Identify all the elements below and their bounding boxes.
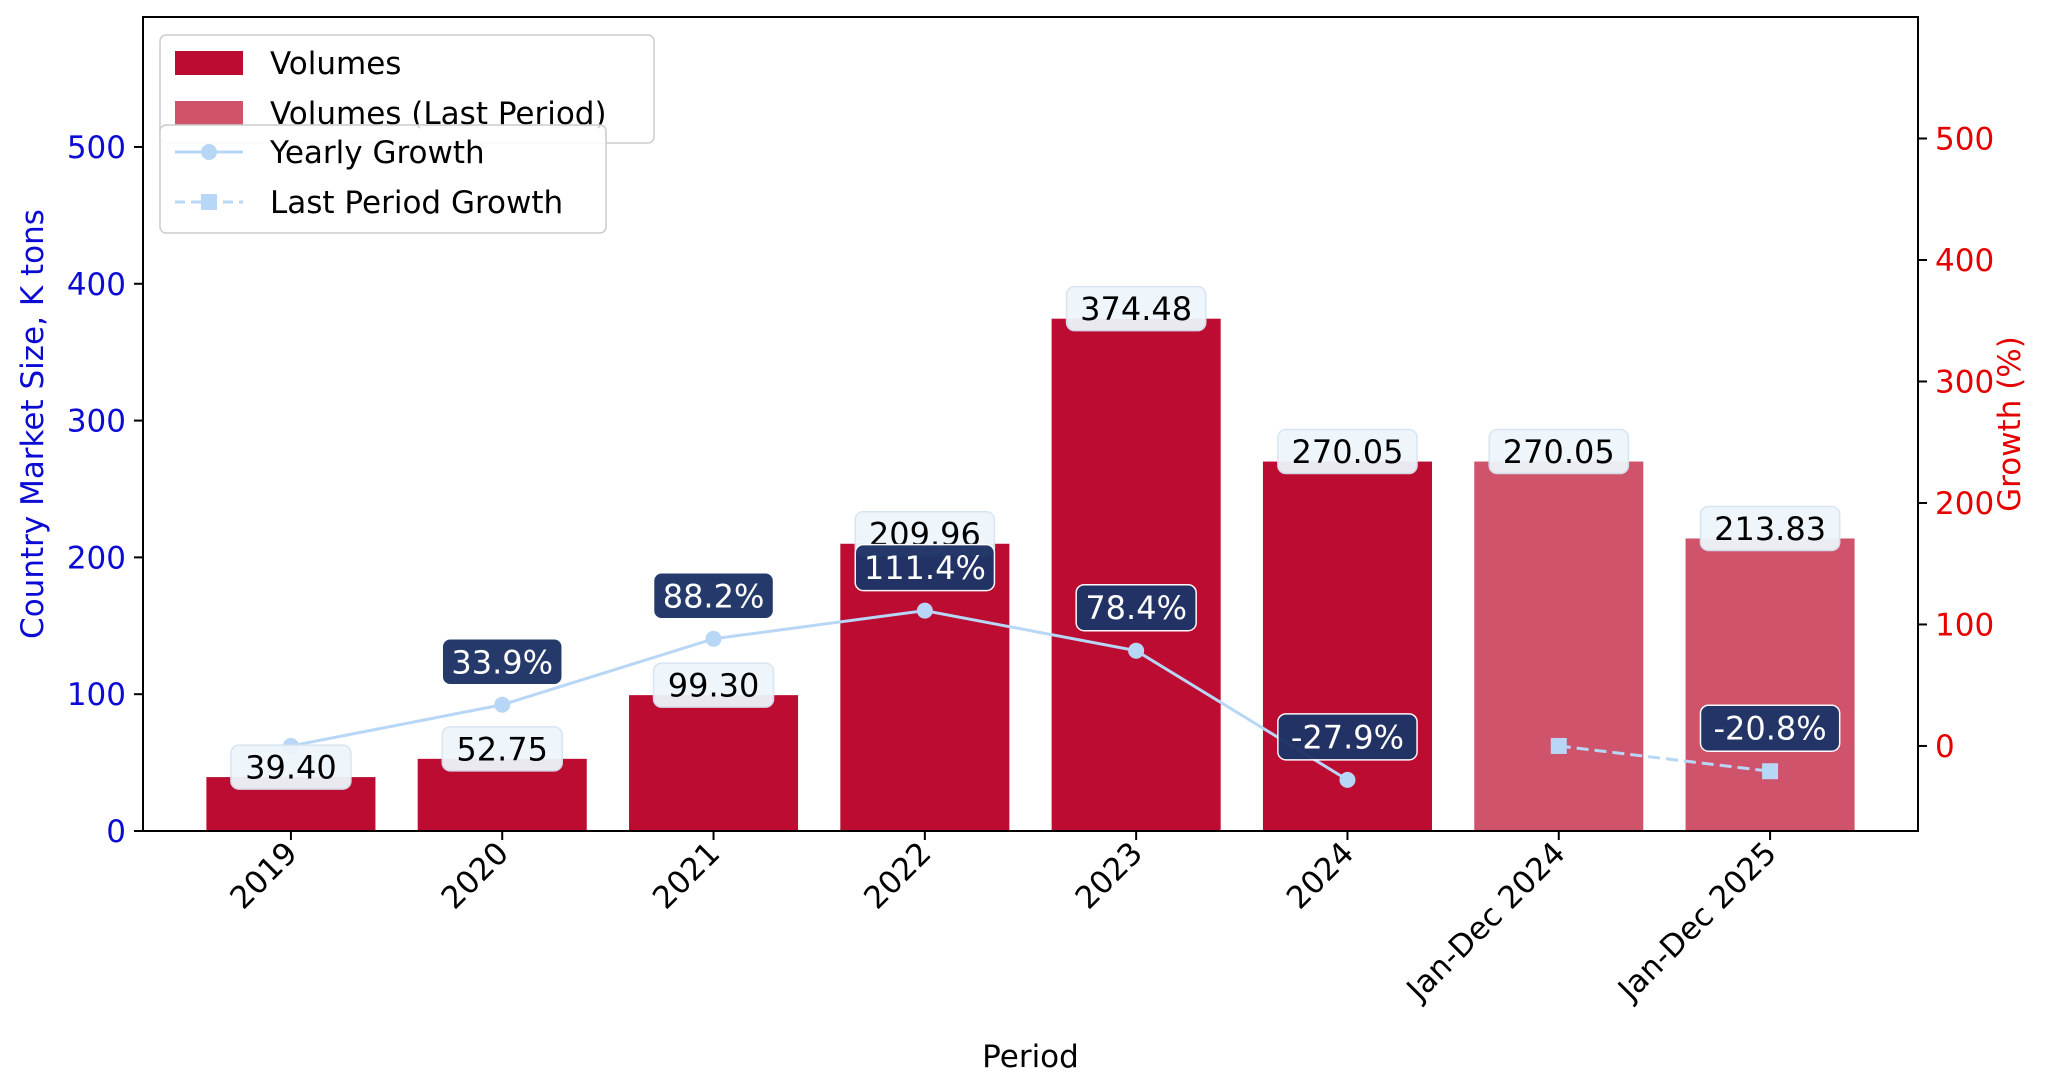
bar-2021 — [629, 695, 799, 831]
growth-label-box-jan-dec-2025 — [1699, 704, 1841, 752]
legend-marker-last-period-growth — [201, 194, 217, 210]
growth-label-box-2023 — [1075, 583, 1197, 632]
bar-2024 — [1262, 461, 1432, 831]
x-axis-title: Period — [982, 1039, 1079, 1075]
plot-frame — [142, 16, 1919, 832]
legend-box-lines — [159, 124, 607, 234]
x-tick-label-2019: 2019 — [223, 835, 304, 916]
bar-jan-dec-2024 — [1474, 461, 1644, 831]
growth-label-2022: 111.4% — [864, 549, 986, 587]
point-yearly-growth-2020 — [494, 696, 511, 713]
legend-swatch-volumes-last-period — [175, 101, 243, 125]
x-tick-label-jan-dec-2025: Jan-Dec 2025 — [1610, 835, 1784, 1009]
growth-label-box-2021 — [652, 572, 775, 620]
growth-label-2020: 33.9% — [451, 643, 553, 681]
value-label-jan-dec-2024: 270.05 — [1503, 433, 1615, 471]
line-yearly-growth — [290, 609, 1349, 782]
bar-jan-dec-2025 — [1685, 538, 1855, 831]
growth-label-box-2024 — [1277, 713, 1418, 761]
legend-marker-yearly-growth — [201, 144, 217, 160]
bar-2022 — [840, 543, 1010, 831]
legend-label-volumes: Volumes — [270, 46, 401, 82]
value-label-box-2023 — [1065, 285, 1207, 332]
value-label-box-2021 — [652, 662, 775, 708]
growth-label-box-2020 — [441, 638, 563, 686]
x-tick-label-2020: 2020 — [435, 835, 516, 916]
x-tick-label-2022: 2022 — [857, 835, 938, 916]
value-label-box-jan-dec-2024 — [1488, 428, 1630, 475]
x-tick-label-2024: 2024 — [1280, 835, 1361, 916]
value-label-box-jan-dec-2025 — [1699, 505, 1841, 552]
y-tick-label-300: 300 — [67, 404, 126, 440]
y-tick-label-500: 500 — [67, 130, 126, 166]
point-yearly-growth-2024 — [1339, 771, 1356, 788]
point-yearly-growth-2023 — [1128, 642, 1145, 659]
growth-label-2021: 88.2% — [663, 577, 765, 615]
x-tick-label-2023: 2023 — [1069, 835, 1150, 916]
bar-2023 — [1051, 318, 1221, 832]
y-axis-title: Country Market Size, K tons — [15, 209, 51, 639]
value-label-box-2020 — [441, 726, 563, 772]
value-label-box-2019 — [230, 744, 352, 790]
value-label-2024: 270.05 — [1291, 433, 1403, 471]
value-label-box-2024 — [1277, 428, 1418, 475]
y-tick-label-100: 100 — [67, 677, 126, 713]
growth-label-box-2022 — [854, 543, 996, 592]
y2-axis-title: Growth (%) — [1992, 336, 2028, 512]
value-label-2020: 52.75 — [456, 730, 548, 768]
y2-tick-label-0: 0 — [1935, 729, 1955, 765]
y2-tick-label-200: 200 — [1935, 486, 1994, 522]
value-label-2021: 99.30 — [668, 667, 760, 705]
y2-tick-label-100: 100 — [1935, 607, 1994, 643]
y-tick-label-0: 0 — [106, 814, 126, 850]
legend-label-last-period-growth: Last Period Growth — [270, 185, 563, 221]
x-tick-label-2021: 2021 — [646, 835, 727, 916]
growth-label-2024: -27.9% — [1291, 718, 1404, 756]
growth-label-2023: 78.4% — [1085, 589, 1187, 627]
point-yearly-growth-2021 — [705, 630, 722, 647]
x-tick-label-jan-dec-2024: Jan-Dec 2024 — [1399, 835, 1573, 1009]
point-last-period-growth-jan-dec-2025 — [1762, 763, 1779, 780]
value-label-2019: 39.40 — [245, 749, 337, 787]
point-last-period-growth-jan-dec-2024 — [1550, 737, 1567, 754]
bars-layer — [206, 318, 1855, 832]
y-tick-label-200: 200 — [67, 540, 126, 576]
y2-tick-label-400: 400 — [1935, 243, 1994, 279]
value-label-jan-dec-2025: 213.83 — [1714, 510, 1826, 548]
growth-label-jan-dec-2025: -20.8% — [1713, 710, 1826, 748]
point-yearly-growth-2022 — [916, 602, 933, 619]
growth-labels-layer: 33.9% 88.2% 111.4% 78.4% -27.9% -20.8% — [441, 543, 1841, 761]
y-tick-label-400: 400 — [67, 267, 126, 303]
y2-tick-label-300: 300 — [1935, 364, 1994, 400]
y2-tick-label-500: 500 — [1935, 121, 1994, 157]
value-label-2023: 374.48 — [1080, 290, 1192, 328]
legend-label-yearly-growth: Yearly Growth — [269, 135, 485, 171]
legend-swatch-volumes — [175, 51, 243, 75]
